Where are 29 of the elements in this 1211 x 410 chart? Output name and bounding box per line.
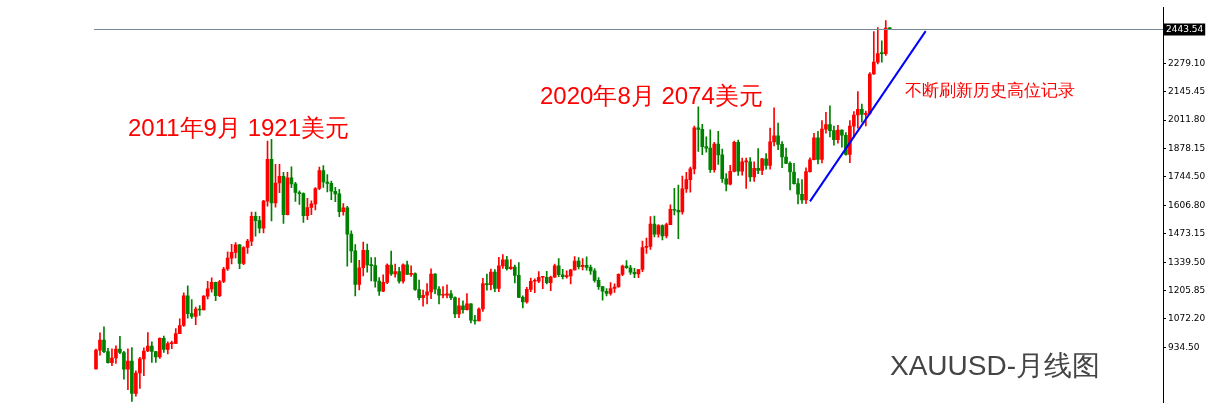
candlestick [756,148,760,175]
candlestick [800,179,804,204]
y-tick-label: 1878.15 [1168,142,1206,153]
y-tick-label: 1339.50 [1168,256,1206,267]
y-tick-label: 2011.80 [1168,114,1206,125]
candlestick [441,286,445,299]
candlestick [696,106,701,152]
candlestick [509,259,513,270]
annotation: 2020年8月 2074美元 [540,82,763,109]
annotation: XAUUSD-月线图 [890,350,1101,381]
annotation: 不断刷新历史高位记录 [905,81,1075,100]
y-tick-label: 1473.15 [1168,228,1206,239]
candlestick [409,265,413,277]
candlestick [532,278,537,294]
y-tick-label: 1744.50 [1168,170,1206,181]
y-tick-label: 2145.45 [1168,86,1206,97]
y-tick-label: 934.50 [1168,342,1200,353]
candlestick [126,348,130,391]
ref-line-label: 2443.54 [1166,23,1204,34]
y-tick-label: 2279.10 [1168,57,1206,68]
candlestick [879,40,884,63]
annotation: 2011年9月 1921美元 [128,114,350,141]
candlestick [485,273,489,291]
candlestick [110,348,114,366]
candlestick [540,275,545,290]
candlestick [393,263,397,278]
y-tick-label: 1606.80 [1168,200,1206,211]
y-tick-label: 1205.85 [1168,284,1206,295]
y-tick-label: 1072.20 [1168,313,1206,323]
